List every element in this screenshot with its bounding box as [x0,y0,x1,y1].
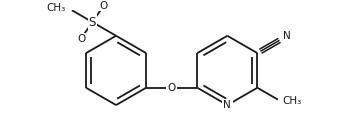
Text: CH₃: CH₃ [47,3,66,13]
Text: O: O [168,83,176,93]
Text: O: O [99,1,107,11]
Text: O: O [77,34,86,44]
Text: S: S [89,16,96,29]
Text: N: N [223,100,231,110]
Text: CH₃: CH₃ [282,96,301,105]
Text: N: N [283,31,290,41]
